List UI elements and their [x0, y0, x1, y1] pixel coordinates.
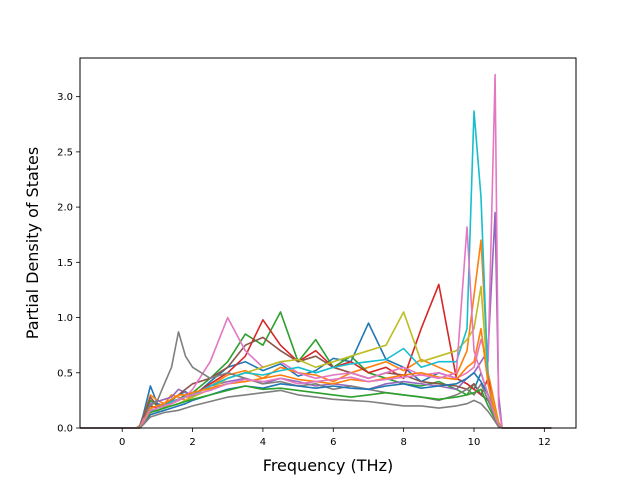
x-tick-label: 10	[468, 437, 481, 448]
y-axis-ticks: 0.0 0.5 1.0 1.5 2.0 2.5 3.0	[57, 92, 80, 435]
y-tick-label: 1.5	[57, 258, 73, 269]
plot-frame	[79, 57, 577, 429]
series-layer	[80, 73, 552, 429]
x-tick-label: 4	[260, 437, 266, 448]
series-line-15	[80, 389, 552, 429]
series-line-13	[80, 385, 552, 429]
y-tick-label: 1.0	[57, 313, 73, 324]
y-tick-label: 0.5	[57, 368, 73, 379]
y-tick-label: 2.5	[57, 147, 73, 158]
y-axis-label: Partial Density of States	[23, 147, 42, 339]
x-axis-label: Frequency (THz)	[263, 456, 393, 475]
y-tick-label: 3.0	[57, 92, 73, 103]
x-tick-label: 8	[400, 437, 406, 448]
x-axis-ticks: 0 2 4 6 8 10 12	[119, 428, 551, 448]
y-tick-label: 0.0	[57, 424, 73, 435]
y-tick-label: 2.0	[57, 203, 73, 214]
series-line-8	[80, 331, 552, 429]
x-tick-label: 2	[189, 437, 195, 448]
x-tick-label: 12	[538, 437, 551, 448]
x-tick-label: 0	[119, 437, 125, 448]
series-line-14	[80, 226, 552, 429]
x-tick-label: 6	[330, 437, 336, 448]
